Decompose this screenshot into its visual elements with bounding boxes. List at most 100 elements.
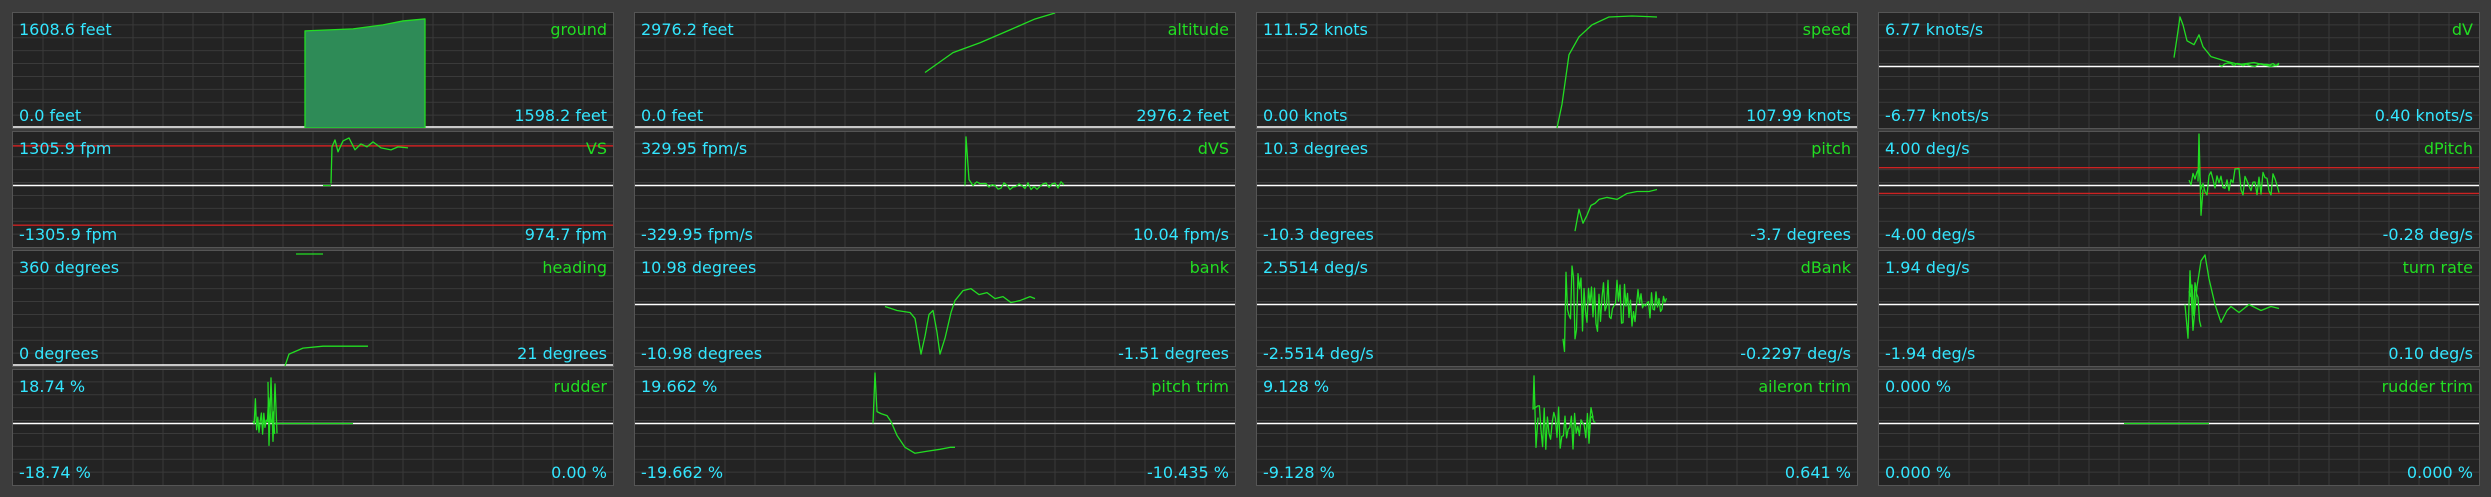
panel-pitch: 10.3 degrees pitch -10.3 degrees -3.7 degre… bbox=[1256, 131, 1858, 248]
trace-bank bbox=[885, 289, 1035, 354]
trace-aileron-trim-1 bbox=[1533, 376, 1538, 447]
max-label: 329.95 fpm/s bbox=[641, 139, 748, 158]
trace-aileron-trim bbox=[1533, 406, 1595, 449]
trace-dvs-1 bbox=[977, 182, 1064, 190]
max-label: 2.5514 deg/s bbox=[1263, 258, 1368, 277]
graph-ground bbox=[13, 13, 613, 128]
current-label: -10.435 % bbox=[1146, 463, 1229, 482]
panel-rudder-trim: 0.000 % rudder trim 0.000 % 0.000 % bbox=[1878, 369, 2480, 486]
graph-rudder bbox=[13, 370, 613, 485]
panel-aileron-trim: 9.128 % aileron trim -9.128 % 0.641 % bbox=[1256, 369, 1858, 486]
graph-dpitch bbox=[1879, 132, 2479, 247]
grid-lines bbox=[1879, 251, 2479, 366]
title-label: rudder trim bbox=[2381, 377, 2473, 396]
max-label: 111.52 knots bbox=[1263, 20, 1368, 39]
max-label: 10.98 degrees bbox=[641, 258, 757, 277]
trace-speed bbox=[1557, 16, 1657, 128]
min-label: -1305.9 fpm bbox=[19, 225, 118, 244]
panel-rudder: 18.74 % rudder -18.74 % 0.00 % bbox=[12, 369, 614, 486]
current-label: 0.000 % bbox=[2406, 463, 2473, 482]
current-label: 974.7 fpm bbox=[524, 225, 607, 244]
grid-lines bbox=[635, 370, 1235, 485]
grid-lines bbox=[13, 251, 613, 366]
graph-altitude bbox=[635, 13, 1235, 128]
min-label: -6.77 knots/s bbox=[1885, 106, 1990, 125]
trace-turn-rate-1 bbox=[2189, 283, 2201, 327]
graph-heading bbox=[13, 251, 613, 366]
title-label: ground bbox=[550, 20, 607, 39]
current-label: 2976.2 feet bbox=[1136, 106, 1229, 125]
current-label: -1.51 degrees bbox=[1118, 344, 1229, 363]
panel-vs: 1305.9 fpm VS -1305.9 fpm 974.7 fpm bbox=[12, 131, 614, 248]
min-label: -2.5514 deg/s bbox=[1263, 344, 1374, 363]
min-label: 0 degrees bbox=[19, 344, 99, 363]
grid-lines bbox=[1879, 132, 2479, 247]
current-label: 0.00 % bbox=[551, 463, 607, 482]
min-label: 0.0 feet bbox=[641, 106, 704, 125]
max-label: 4.00 deg/s bbox=[1885, 139, 1970, 158]
title-label: aileron trim bbox=[1758, 377, 1851, 396]
current-label: -0.28 deg/s bbox=[2382, 225, 2473, 244]
trace-dv bbox=[2174, 17, 2279, 67]
min-label: -10.98 degrees bbox=[641, 344, 763, 363]
trace-vs bbox=[331, 138, 408, 184]
panel-dv: 6.77 knots/s dV -6.77 knots/s 0.40 knots/s bbox=[1878, 12, 2480, 129]
panel-heading: 360 degrees heading 0 degrees 21 degrees bbox=[12, 250, 614, 367]
grid-lines bbox=[635, 13, 1235, 128]
grid-lines bbox=[635, 251, 1235, 366]
graph-vs bbox=[13, 132, 613, 247]
min-label: -19.662 % bbox=[641, 463, 724, 482]
title-label: pitch bbox=[1811, 139, 1851, 158]
min-label: -1.94 deg/s bbox=[1885, 344, 1976, 363]
panel-turn-rate: 1.94 deg/s turn rate -1.94 deg/s 0.10 deg/s bbox=[1878, 250, 2480, 367]
graph-aileron-trim bbox=[1257, 370, 1857, 485]
current-label: 21 degrees bbox=[517, 344, 607, 363]
grid-lines bbox=[13, 132, 613, 247]
title-label: rudder bbox=[553, 377, 607, 396]
max-label: 19.662 % bbox=[641, 377, 718, 396]
graph-rudder-trim bbox=[1879, 370, 2479, 485]
title-label: dBank bbox=[1800, 258, 1851, 277]
panel-pitch-trim: 19.662 % pitch trim -19.662 % -10.435 % bbox=[634, 369, 1236, 486]
trace-dv-1 bbox=[2219, 63, 2279, 66]
current-label: 1598.2 feet bbox=[514, 106, 607, 125]
panel-dpitch: 4.00 deg/s dPitch -4.00 deg/s -0.28 deg/s bbox=[1878, 131, 2480, 248]
trace-pitch-trim bbox=[873, 373, 955, 453]
current-label: -3.7 degrees bbox=[1750, 225, 1851, 244]
title-label: heading bbox=[542, 258, 607, 277]
title-label: dV bbox=[2451, 20, 2473, 39]
title-label: pitch trim bbox=[1151, 377, 1229, 396]
graph-dv bbox=[1879, 13, 2479, 128]
title-label: VS bbox=[585, 139, 607, 158]
trace-dvs bbox=[965, 137, 977, 186]
max-label: 2976.2 feet bbox=[641, 20, 734, 39]
max-label: 9.128 % bbox=[1263, 377, 1330, 396]
trace-ground bbox=[305, 19, 425, 128]
grid-lines bbox=[1257, 132, 1857, 247]
min-label: -4.00 deg/s bbox=[1885, 225, 1976, 244]
current-label: -0.2297 deg/s bbox=[1740, 344, 1851, 363]
max-label: 10.3 degrees bbox=[1263, 139, 1369, 158]
trace-turn-rate bbox=[2185, 255, 2279, 338]
trace-dpitch-1 bbox=[2198, 134, 2203, 215]
graph-dbank bbox=[1257, 251, 1857, 366]
panel-speed: 111.52 knots speed 0.00 knots 107.99 knots bbox=[1256, 12, 1858, 129]
panel-ground: 1608.6 feet ground 0.0 feet 1598.2 feet bbox=[12, 12, 614, 129]
title-label: speed bbox=[1802, 20, 1851, 39]
current-label: 0.40 knots/s bbox=[2374, 106, 2473, 125]
trace-heading bbox=[285, 346, 368, 366]
min-label: -9.128 % bbox=[1263, 463, 1335, 482]
graph-pitch bbox=[1257, 132, 1857, 247]
max-label: 18.74 % bbox=[19, 377, 86, 396]
trace-aileron-trim-2 bbox=[1589, 408, 1593, 430]
min-label: 0.0 feet bbox=[19, 106, 82, 125]
graph-pitch-trim bbox=[635, 370, 1235, 485]
trace-altitude bbox=[925, 13, 1055, 72]
current-label: 0.10 deg/s bbox=[2388, 344, 2473, 363]
grid-lines bbox=[635, 132, 1235, 247]
panel-dvs: 329.95 fpm/s dVS -329.95 fpm/s 10.04 fpm/s bbox=[634, 131, 1236, 248]
graph-bank bbox=[635, 251, 1235, 366]
min-label: 0.000 % bbox=[1885, 463, 1952, 482]
panel-dbank: 2.5514 deg/s dBank -2.5514 deg/s -0.2297 de… bbox=[1256, 250, 1858, 367]
grid-lines bbox=[1257, 370, 1857, 485]
